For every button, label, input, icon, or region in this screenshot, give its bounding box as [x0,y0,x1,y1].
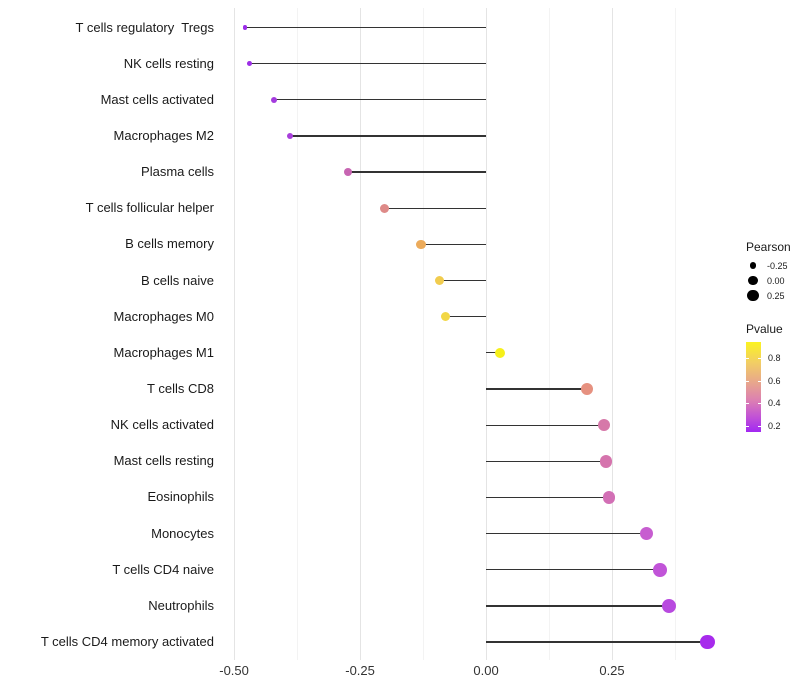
y-axis-label: Neutrophils [148,597,214,613]
data-point [494,347,506,359]
colorbar-tick-label: 0.6 [768,375,781,386]
major-gridline [486,8,488,660]
pearson-legend-entry: 0.00 [746,273,800,288]
y-axis-label: T cells CD4 naive [112,561,214,577]
pearson-legend-entry: -0.25 [746,258,800,273]
data-point [434,275,444,286]
data-point [416,239,426,249]
pvalue-legend-title: Pvalue [746,322,783,336]
data-point [599,454,613,468]
major-gridline [360,8,362,660]
data-point [343,167,353,177]
lollipop-stem [486,605,669,607]
data-point [653,562,667,577]
y-axis-label: Mast cells resting [113,453,214,469]
colorbar-tick-mark [758,425,761,427]
minor-gridline [674,8,676,660]
plot-panel [222,8,741,660]
lollipop-stem [486,641,708,643]
colorbar-tick-mark [746,403,749,405]
data-point [699,634,715,650]
major-gridline [612,8,613,660]
y-axis-label: Mast cells activated [100,91,214,107]
major-gridline [234,8,236,660]
y-axis-label: NK cells activated [110,417,214,433]
legend-size-dot [749,262,757,269]
y-axis-label: Macrophages M0 [113,308,214,324]
y-axis-label: T cells CD4 memory activated [40,634,214,650]
lollipop-stem [445,316,487,318]
data-point [379,203,389,213]
lollipop-stem [347,171,487,173]
minor-gridline [549,8,551,660]
data-point [242,25,248,30]
colorbar-tick-mark [758,403,761,405]
y-axis-label: T cells regulatory Tregs [75,19,214,35]
x-axis-tick-label: 0.25 [599,663,625,678]
y-axis-label: Plasma cells [141,164,214,180]
legend-size-dot [748,275,758,286]
x-axis-tick-label: -0.50 [219,663,249,678]
colorbar-tick-mark [746,380,749,382]
lollipop-stem [486,424,604,426]
lollipop-stem [290,135,487,137]
lollipop-stem [273,99,487,101]
colorbar-tick-mark [746,358,749,359]
legend-size-dot [747,289,759,302]
pvalue-colorbar-wrap: 0.8 0.6 0.4 0.2 [746,342,800,432]
lollipop-stem [486,388,587,390]
pearson-legend-entries: -0.25 0.00 0.25 [746,258,800,303]
data-point [597,418,611,432]
lollipop-stem [486,496,609,499]
lollipop-stem [439,279,487,282]
minor-gridline [423,8,425,660]
y-axis-label: Eosinophils [147,489,215,505]
colorbar-tick-mark [758,358,761,359]
legend-size-label: 0.25 [767,290,785,301]
colorbar-tick-mark [746,425,749,427]
pearson-size-legend: Pearson -0.25 0.00 0.25 [746,240,800,303]
y-axis-label: Monocytes [151,525,214,541]
legend-size-label: 0.00 [767,275,785,286]
lollipop-stem [486,532,647,535]
colorbar-tick-label: 0.8 [768,353,781,363]
data-point [246,61,252,67]
data-point [661,598,676,613]
y-axis-label: T cells CD8 [147,381,214,396]
data-point [602,491,616,504]
colorbar-tick-mark [758,380,761,382]
data-point [580,382,593,396]
colorbar-tick-label: 0.4 [768,398,781,409]
lollipop-stem [486,569,660,571]
y-axis-label: NK cells resting [123,55,214,71]
lollipop-stem [245,26,487,29]
data-point [440,312,450,322]
lollipop-stem [249,63,487,65]
legend-size-label: -0.25 [767,260,788,271]
x-axis-tick-label: -0.25 [345,663,375,678]
lollipop-stem [486,460,606,462]
lollipop-stem [384,207,487,209]
data-point [286,132,294,140]
data-point [640,526,654,541]
lollipop-stem [421,243,487,246]
y-axis-label: Macrophages M1 [113,344,214,360]
y-axis-label: B cells naive [141,272,214,288]
pearson-legend-entry: 0.25 [746,288,800,303]
x-axis-tick-label: 0.00 [473,663,499,678]
y-axis-label: T cells follicular helper [85,200,214,216]
data-point [270,96,278,103]
pvalue-colorbar [746,342,761,432]
pearson-legend-title: Pearson [746,240,791,254]
colorbar-tick-label: 0.2 [768,420,781,431]
lollipop-stem [486,352,501,354]
y-axis-label: Macrophages M2 [113,127,214,143]
y-axis-label: B cells memory [125,236,214,252]
minor-gridline [297,8,299,660]
pvalue-color-legend: Pvalue 0.8 0.6 0.4 0.2 [746,322,800,432]
